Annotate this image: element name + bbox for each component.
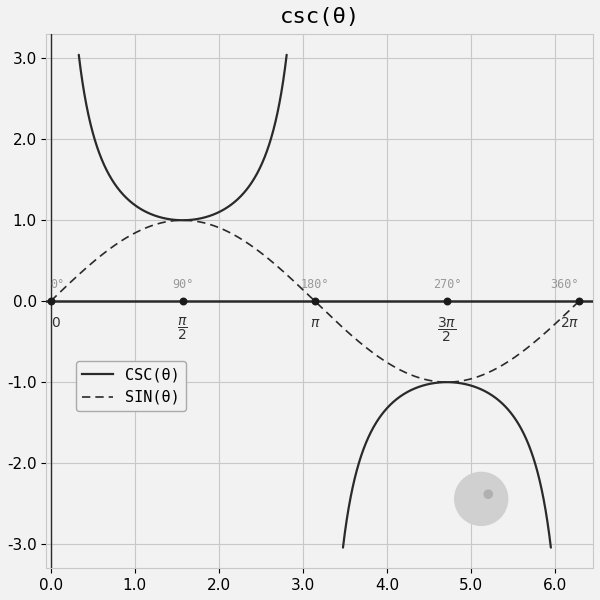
Text: 360°: 360° <box>551 278 579 292</box>
Text: $\dfrac{\pi}{2}$: $\dfrac{\pi}{2}$ <box>178 316 188 342</box>
Text: $0$: $0$ <box>50 316 61 330</box>
Point <box>178 296 188 306</box>
Text: 180°: 180° <box>301 278 329 292</box>
Text: $\dfrac{3\pi}{2}$: $\dfrac{3\pi}{2}$ <box>437 316 457 344</box>
Text: 90°: 90° <box>172 278 193 292</box>
Title: csc(θ): csc(θ) <box>280 7 360 27</box>
Text: 270°: 270° <box>433 278 461 292</box>
Text: $\pi$: $\pi$ <box>310 316 320 330</box>
Point <box>46 296 55 306</box>
Text: 0°: 0° <box>50 278 65 292</box>
Point <box>574 296 584 306</box>
Point <box>442 296 452 306</box>
Point <box>310 296 320 306</box>
Legend: CSC(θ), SIN(θ): CSC(θ), SIN(θ) <box>76 361 185 411</box>
Text: $2\pi$: $2\pi$ <box>560 316 579 330</box>
